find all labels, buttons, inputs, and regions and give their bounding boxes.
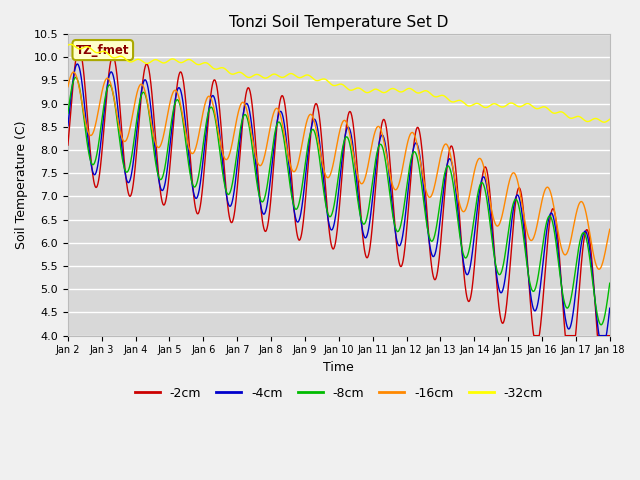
Text: TZ_fmet: TZ_fmet — [76, 44, 129, 57]
Legend: -2cm, -4cm, -8cm, -16cm, -32cm: -2cm, -4cm, -8cm, -16cm, -32cm — [130, 382, 548, 405]
Y-axis label: Soil Temperature (C): Soil Temperature (C) — [15, 120, 28, 249]
Title: Tonzi Soil Temperature Set D: Tonzi Soil Temperature Set D — [229, 15, 449, 30]
X-axis label: Time: Time — [323, 361, 354, 374]
